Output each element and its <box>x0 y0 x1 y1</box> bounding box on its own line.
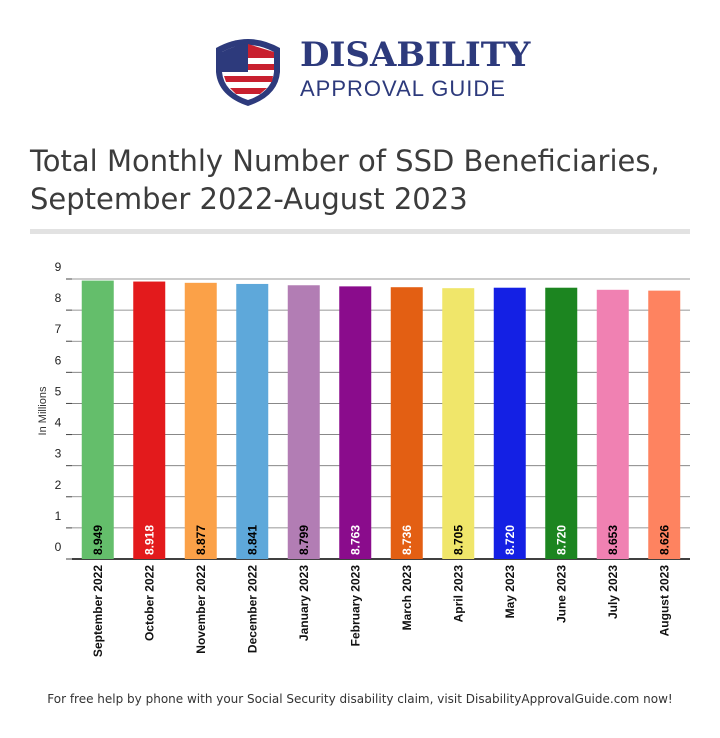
x-tick-label: March 2023 <box>400 565 414 631</box>
bar <box>184 282 217 559</box>
value-label: 8.763 <box>348 525 362 555</box>
bar <box>339 286 372 559</box>
y-tick-label: 6 <box>55 353 62 367</box>
logo-shield <box>216 39 280 106</box>
x-tick-label: December 2022 <box>245 565 259 653</box>
bar <box>493 287 526 559</box>
x-tick-label: June 2023 <box>554 565 568 623</box>
x-tick-label: November 2022 <box>194 565 208 654</box>
x-tick-label: January 2023 <box>297 565 311 641</box>
x-tick-label: May 2023 <box>503 565 517 619</box>
bar <box>81 280 114 559</box>
bar <box>390 287 423 559</box>
value-label: 8.720 <box>554 525 568 555</box>
title-rule <box>30 229 690 234</box>
logo-title: DISABILITY <box>300 35 531 75</box>
chart-title: Total Monthly Number of SSD Beneficiarie… <box>30 144 660 216</box>
y-tick-label: 3 <box>55 447 62 461</box>
y-tick-label: 9 <box>55 260 62 274</box>
x-tick-label: October 2022 <box>142 565 156 641</box>
footer: For free help by phone with your Social … <box>47 692 673 706</box>
bar <box>133 281 166 559</box>
y-tick-label: 7 <box>55 322 62 336</box>
y-tick-label: 5 <box>55 384 62 398</box>
bar <box>648 290 681 559</box>
y-tick-label: 4 <box>55 416 62 430</box>
value-label: 8.799 <box>297 525 311 555</box>
bar <box>236 283 269 559</box>
y-tick-label: 0 <box>55 540 62 554</box>
x-tick-label: September 2022 <box>91 565 105 657</box>
value-label: 8.841 <box>245 525 259 555</box>
value-label: 8.720 <box>503 525 517 555</box>
bar <box>545 287 578 559</box>
x-tick-label: February 2023 <box>348 565 362 647</box>
x-tick-label: April 2023 <box>451 565 465 623</box>
bar <box>442 288 475 559</box>
y-tick-label: 1 <box>55 509 62 523</box>
value-label: 8.949 <box>91 525 105 555</box>
value-label: 8.626 <box>657 525 671 555</box>
value-label: 8.653 <box>606 525 620 555</box>
y-tick-label: 2 <box>55 478 62 492</box>
value-label: 8.918 <box>142 525 156 555</box>
x-tick-label: July 2023 <box>606 565 620 619</box>
value-label: 8.877 <box>194 525 208 555</box>
x-tick-label: August 2023 <box>657 565 671 637</box>
bar <box>596 289 629 559</box>
y-axis-label: In Millions <box>37 386 49 435</box>
value-label: 8.736 <box>400 525 414 555</box>
y-tick-label: 8 <box>55 291 62 305</box>
value-label: 8.705 <box>451 525 465 555</box>
bar <box>287 285 320 559</box>
logo-subtitle: APPROVAL GUIDE <box>300 76 506 101</box>
